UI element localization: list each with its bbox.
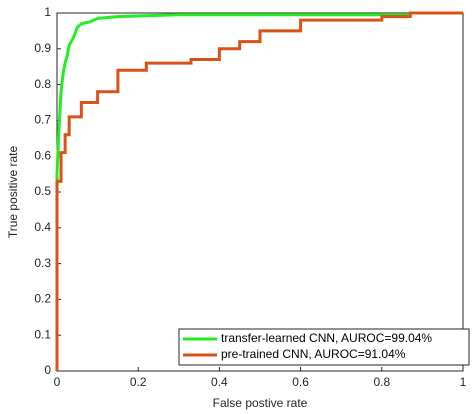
legend-label: transfer-learned CNN, AUROC=99.04%: [221, 331, 432, 345]
y-tick-label: 0.5: [34, 184, 51, 198]
y-tick-label: 0.2: [34, 292, 51, 306]
legend: transfer-learned CNN, AUROC=99.04% pre-tr…: [178, 328, 470, 366]
y-tick-label: 1: [44, 5, 51, 19]
x-tick-label: 0.8: [373, 375, 390, 389]
roc-line: [55, 11, 463, 371]
y-tick-label: 0.8: [34, 77, 51, 91]
y-tick-label: 0.7: [34, 113, 51, 127]
x-tick-label: 0.6: [292, 375, 309, 389]
roc-line: [55, 11, 463, 371]
y-tick-label: 0.9: [34, 41, 51, 55]
y-tick-label: 0.1: [34, 327, 51, 341]
y-tick-label: 0.3: [34, 256, 51, 270]
x-axis-label: False postive rate: [213, 396, 308, 410]
legend-label: pre-trained CNN, AUROC=91.04%: [221, 347, 406, 361]
plot-area: [56, 12, 464, 372]
x-tick-label: 0.4: [211, 375, 228, 389]
y-tick-label: 0: [44, 363, 51, 377]
x-tick-label: 0: [54, 375, 61, 389]
y-axis-label: True positive rate: [6, 146, 20, 239]
y-tick-label: 0.4: [34, 220, 51, 234]
legend-box: [178, 328, 470, 366]
x-tick-label: 0.2: [130, 375, 147, 389]
x-tick-label: 1: [460, 375, 467, 389]
y-tick-label: 0.6: [34, 148, 51, 162]
